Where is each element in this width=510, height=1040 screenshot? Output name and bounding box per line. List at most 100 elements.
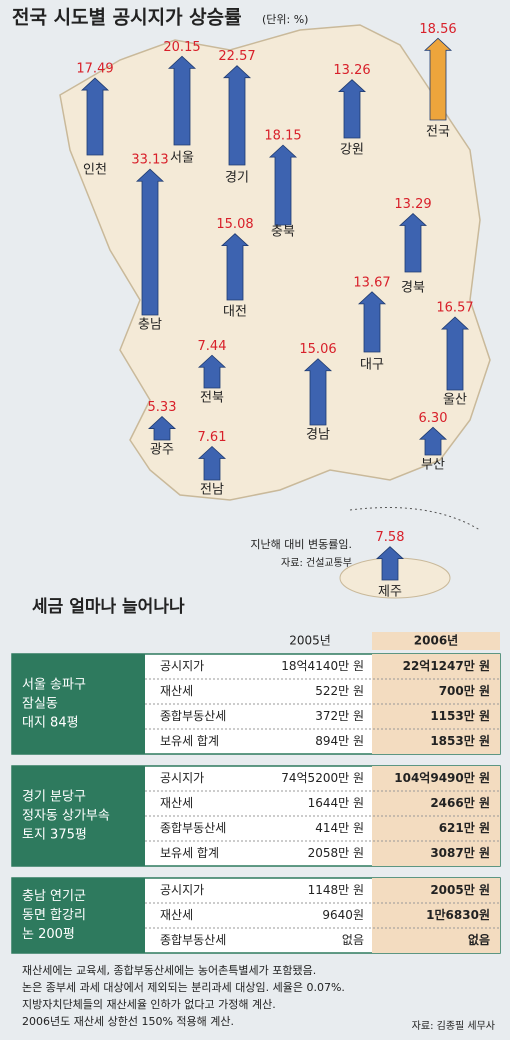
cell-2006: 없음 bbox=[468, 932, 490, 947]
col-2006-header-bg bbox=[372, 632, 500, 650]
cell-2006: 104억9490만 원 bbox=[394, 770, 490, 785]
row-item: 공시지가 bbox=[160, 883, 204, 897]
table-title: 세금 얼마나 늘어나나 bbox=[32, 597, 185, 617]
group-label: 충남 연기군 bbox=[22, 889, 86, 904]
value-label: 16.57 bbox=[436, 301, 473, 316]
value-label: 18.56 bbox=[419, 22, 456, 37]
group-label: 정자동 상가부속 bbox=[22, 809, 110, 824]
note: 지난해 대비 변동률임. bbox=[250, 537, 352, 551]
region-name: 인천 bbox=[83, 163, 107, 178]
map-mainland bbox=[59, 24, 491, 501]
cell-2005: 522만 원 bbox=[315, 684, 364, 698]
footnote: 재산세에는 교육세, 종합부동산세에는 농어촌특별세가 포함됐음. bbox=[22, 964, 316, 977]
row-item: 종합부동산세 bbox=[160, 933, 226, 947]
region-name: 경남 bbox=[306, 428, 330, 443]
arrow bbox=[440, 316, 470, 391]
row-item: 재산세 bbox=[160, 684, 193, 698]
value-label: 7.61 bbox=[198, 430, 227, 445]
cell-2005: 없음 bbox=[342, 933, 364, 947]
col-header: 2006년 bbox=[414, 634, 458, 648]
group-label: 서울 송파구 bbox=[22, 678, 86, 693]
footnote: 지방자치단체들의 재산세율 인하가 없다고 가정해 계산. bbox=[22, 997, 276, 1011]
group-label: 토지 375평 bbox=[22, 828, 87, 843]
cell-2006: 3087만 원 bbox=[430, 845, 490, 860]
value-label: 17.49 bbox=[76, 62, 113, 77]
cell-2006: 22억1247만 원 bbox=[403, 658, 490, 673]
cell-2006: 700만 원 bbox=[439, 683, 490, 698]
col-2006-bg bbox=[372, 878, 500, 953]
group-label-bg bbox=[12, 654, 145, 754]
cell-2005: 372만 원 bbox=[315, 709, 364, 723]
cell-2005: 2058만 원 bbox=[308, 846, 364, 860]
arrow bbox=[135, 168, 165, 316]
footnote: 논은 종부세 과세 대상에서 제외되는 분리과세 대상임. 세율은 0.07%. bbox=[22, 981, 345, 994]
value-label: 18.15 bbox=[264, 129, 301, 144]
region-name: 전국 bbox=[426, 125, 450, 140]
cell-2005: 1148만 원 bbox=[308, 883, 364, 897]
group-label-bg bbox=[12, 878, 145, 953]
region-name: 제주 bbox=[378, 585, 402, 600]
row-item: 종합부동산세 bbox=[160, 709, 226, 723]
group-label: 대지 84평 bbox=[22, 716, 79, 731]
value-label: 6.30 bbox=[419, 411, 448, 426]
arrow bbox=[337, 79, 367, 139]
footnote: 2006년도 재산세 상한선 150% 적용해 계산. bbox=[22, 1014, 234, 1028]
arrow bbox=[303, 358, 333, 426]
cell-2005: 894만 원 bbox=[315, 734, 364, 748]
cell-2006: 1153만 원 bbox=[430, 708, 490, 723]
value-label: 13.26 bbox=[333, 63, 370, 78]
arrow bbox=[418, 426, 448, 456]
region-name: 전북 bbox=[200, 391, 224, 406]
unit: (단위: %) bbox=[262, 13, 308, 26]
region-name: 충북 bbox=[271, 225, 295, 240]
cell-2006: 2005만 원 bbox=[430, 882, 490, 897]
chart-title: 전국 시도별 공시지가 상승률 bbox=[12, 7, 242, 29]
row-item: 공시지가 bbox=[160, 659, 204, 673]
group-label-bg bbox=[12, 766, 145, 866]
cell-2006: 2466만 원 bbox=[430, 795, 490, 810]
value-label: 7.58 bbox=[376, 530, 405, 545]
cell-2005: 414만 원 bbox=[315, 821, 364, 835]
cell-2006: 1853만 원 bbox=[430, 733, 490, 748]
cell-2005: 1644만 원 bbox=[308, 796, 364, 810]
cell-2005: 9640원 bbox=[322, 908, 364, 922]
row-item: 재산세 bbox=[160, 908, 193, 922]
value-label: 13.29 bbox=[394, 197, 431, 212]
region-name: 전남 bbox=[200, 483, 224, 498]
col-header: 2005년 bbox=[289, 634, 331, 648]
value-label: 5.33 bbox=[148, 400, 177, 415]
cell-2006: 621만 원 bbox=[439, 820, 490, 835]
arrow bbox=[222, 65, 252, 166]
cell-2005: 74억5200만 원 bbox=[281, 771, 364, 785]
value-label: 7.44 bbox=[198, 339, 227, 354]
arrow bbox=[357, 291, 387, 353]
group-label: 경기 분당구 bbox=[22, 790, 86, 805]
region-name: 울산 bbox=[443, 393, 467, 408]
row-item: 보유세 합계 bbox=[160, 734, 219, 748]
inset-border bbox=[349, 507, 481, 531]
arrow bbox=[375, 546, 405, 581]
group-label: 동면 합강리 bbox=[22, 908, 86, 923]
region-name: 경기 bbox=[225, 171, 249, 186]
value-label: 15.06 bbox=[299, 342, 336, 357]
cell-2005: 18억4140만 원 bbox=[281, 659, 364, 673]
group-label: 논 200평 bbox=[22, 927, 75, 942]
arrow bbox=[220, 233, 250, 301]
arrow bbox=[423, 37, 453, 121]
table-source: 자료: 김종필 세무사 bbox=[412, 1020, 495, 1032]
arrow bbox=[197, 354, 227, 389]
region-name: 강원 bbox=[340, 143, 364, 158]
row-item: 공시지가 bbox=[160, 771, 204, 785]
region-name: 충남 bbox=[138, 318, 162, 333]
value-label: 33.13 bbox=[131, 153, 168, 168]
arrow bbox=[268, 144, 298, 226]
row-item: 종합부동산세 bbox=[160, 821, 226, 835]
source: 자료: 건설교통부 bbox=[281, 557, 352, 569]
region-name: 서울 bbox=[170, 151, 194, 166]
value-label: 22.57 bbox=[218, 49, 255, 64]
arrow bbox=[147, 416, 177, 441]
row-item: 보유세 합계 bbox=[160, 846, 219, 860]
arrow bbox=[197, 445, 227, 481]
row-item: 재산세 bbox=[160, 796, 193, 810]
